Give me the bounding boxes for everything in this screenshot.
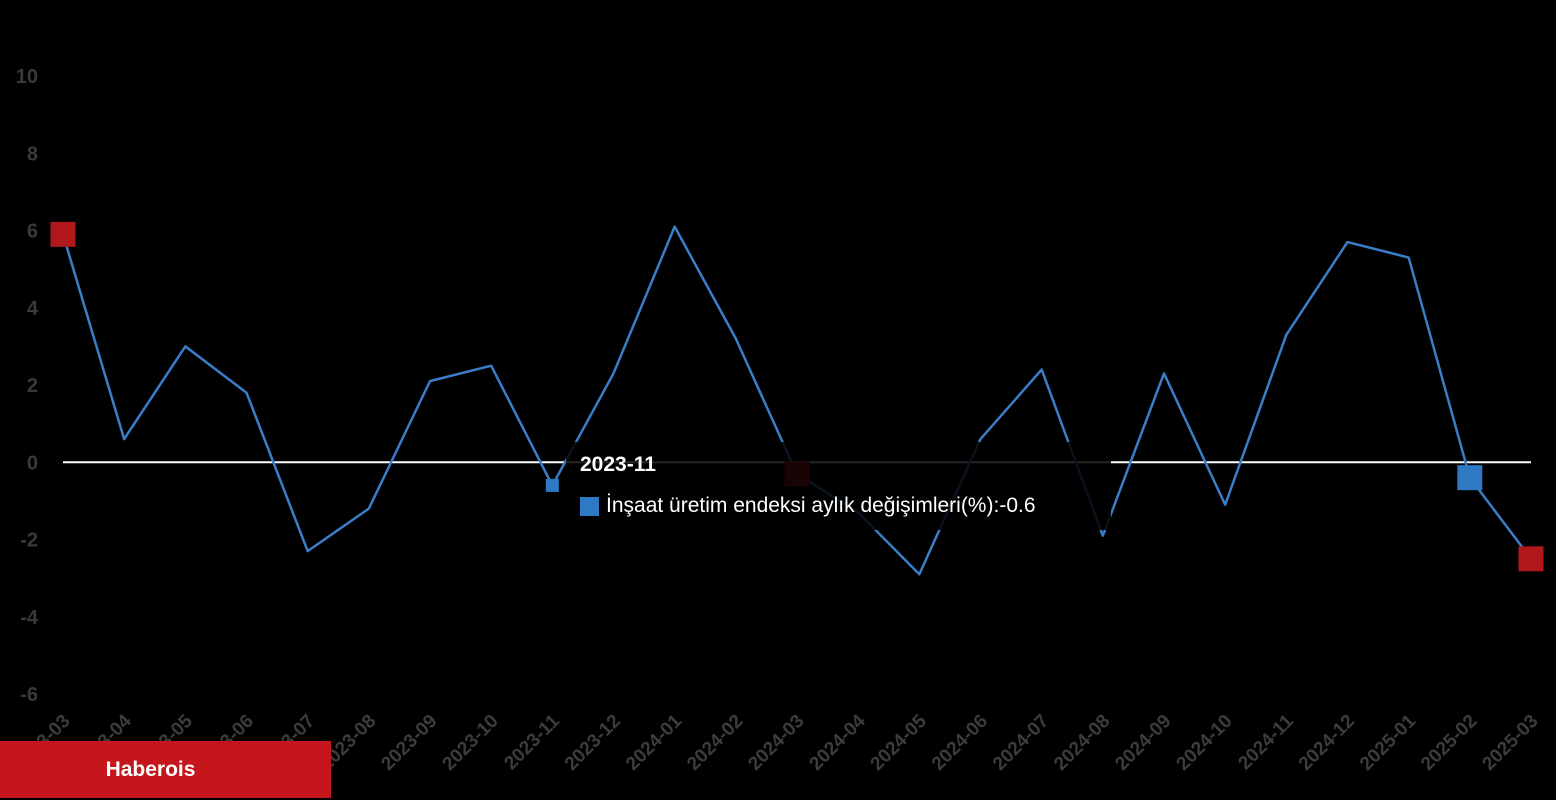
x-tick-label: 2025-02: [1417, 711, 1481, 775]
brand-logo[interactable]: Haberois: [0, 741, 331, 798]
x-tick-label: 2024-02: [683, 711, 747, 775]
y-tick-label: 10: [16, 66, 38, 88]
point-marker-2025-02[interactable]: [1457, 465, 1483, 491]
tooltip: 2023-11 İnşaat üretim endeksi aylık deği…: [566, 442, 1111, 530]
y-axis: 10 8 6 4 2 0 -2 -4 -6: [16, 66, 39, 706]
x-tick-label: 2024-01: [622, 710, 686, 774]
y-tick-label: 0: [27, 452, 38, 474]
x-tick-label: 2024-09: [1111, 711, 1175, 775]
x-tick-label: 2025-01: [1356, 710, 1420, 774]
x-tick-label: 2023-11: [500, 710, 564, 774]
tooltip-series-label: İnşaat üretim endeksi aylık değişimleri(…: [606, 494, 994, 517]
tooltip-swatch-icon: [580, 496, 599, 516]
tooltip-value: -0.6: [999, 494, 1036, 517]
x-tick-label: 2024-12: [1295, 711, 1359, 775]
tooltip-title: 2023-11: [580, 453, 656, 476]
y-tick-label: 8: [27, 143, 38, 165]
x-tick-label: 2025-03: [1478, 711, 1542, 775]
y-tick-label: -6: [20, 684, 38, 706]
tooltip-separator: :: [993, 494, 1000, 517]
x-tick-label: 2024-03: [744, 711, 808, 775]
x-tick-label: 2024-05: [867, 710, 931, 774]
active-marker-2023-11[interactable]: [545, 478, 559, 492]
y-tick-label: -4: [20, 607, 39, 629]
x-tick-label: 2024-04: [806, 710, 870, 774]
x-tick-label: 2024-11: [1234, 710, 1298, 774]
highlight-marker-2025-03[interactable]: [1518, 546, 1544, 572]
highlight-marker-2023-03[interactable]: [50, 221, 76, 247]
x-tick-label: 2023-10: [439, 711, 503, 775]
x-tick-label: 2024-06: [928, 711, 992, 775]
y-tick-label: 2: [27, 375, 38, 397]
x-tick-label: 2023-09: [377, 711, 441, 775]
y-tick-label: 4: [27, 298, 39, 320]
x-tick-label: 2023-12: [561, 711, 625, 775]
y-tick-label: 6: [27, 221, 38, 243]
x-tick-label: 2024-08: [1050, 711, 1114, 775]
tooltip-row: İnşaat üretim endeksi aylık değişimleri(…: [580, 494, 1036, 518]
x-tick-label: 2024-07: [989, 711, 1053, 775]
x-tick-label: 2024-10: [1173, 711, 1237, 775]
y-tick-label: -2: [20, 530, 38, 552]
